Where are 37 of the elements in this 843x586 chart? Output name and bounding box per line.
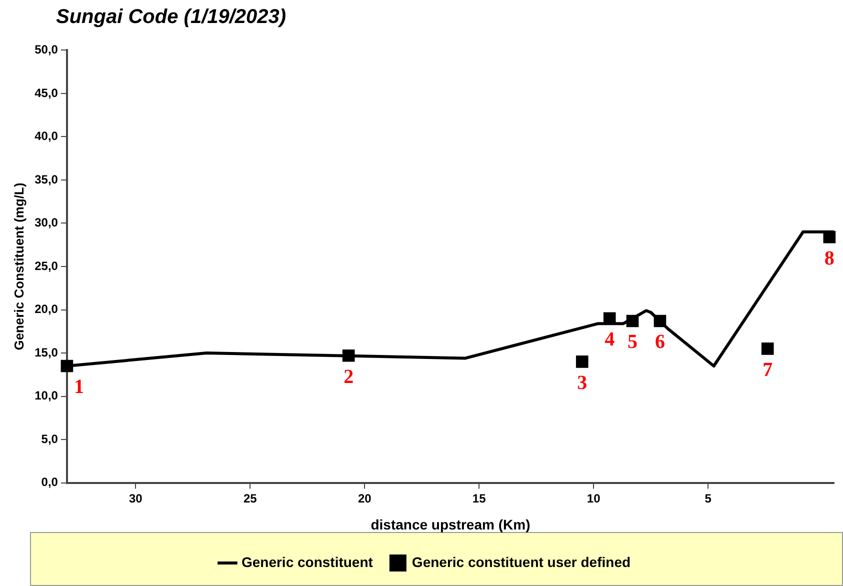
x-tick-label: 15 [472,491,486,506]
y-tick-label: 40,0 [34,129,58,144]
y-tick-label: 0,0 [41,475,58,490]
y-tick-label: 10,0 [34,388,58,403]
point [576,356,588,368]
x-tick-label: 10 [586,491,601,506]
x-tick-label: 25 [243,491,258,506]
x-tick-label: 30 [128,491,143,506]
annotation: 4 [604,328,615,351]
x-axis-title: distance upstream (Km) [370,516,530,532]
y-tick-label: 15,0 [34,345,58,360]
annotation: 8 [824,247,834,270]
point [60,360,74,372]
y-tick-label: 45,0 [34,86,58,100]
y-tick-label: 50,0 [34,42,58,57]
y-tick-label: 20,0 [34,302,58,316]
chart-title: Sungai Code (1/19/2023) [55,5,288,30]
y-tick-label: 35,0 [34,172,58,186]
point [654,314,666,328]
annotation: 5 [628,331,638,354]
y-tick-label: 30,0 [34,216,58,230]
point [626,314,639,328]
annotation: 6 [654,331,665,354]
x-tick-label: 5 [704,491,712,506]
y-axis-title: Generic Constituent (mg/L) [11,182,26,350]
point [342,349,355,362]
x-tick-label: 20 [358,491,372,506]
legend-label: Generic constituent [241,554,374,570]
annotation: 1 [74,376,84,398]
annotation: 7 [762,358,773,381]
y-tick-label: 5,0 [41,432,58,446]
annotation: 2 [344,366,354,388]
legend-label: Generic constituent user defined [412,554,631,570]
annotation: 3 [577,372,588,394]
y-tick-label: 25,0 [34,258,58,273]
point [761,342,774,355]
point [823,230,836,244]
